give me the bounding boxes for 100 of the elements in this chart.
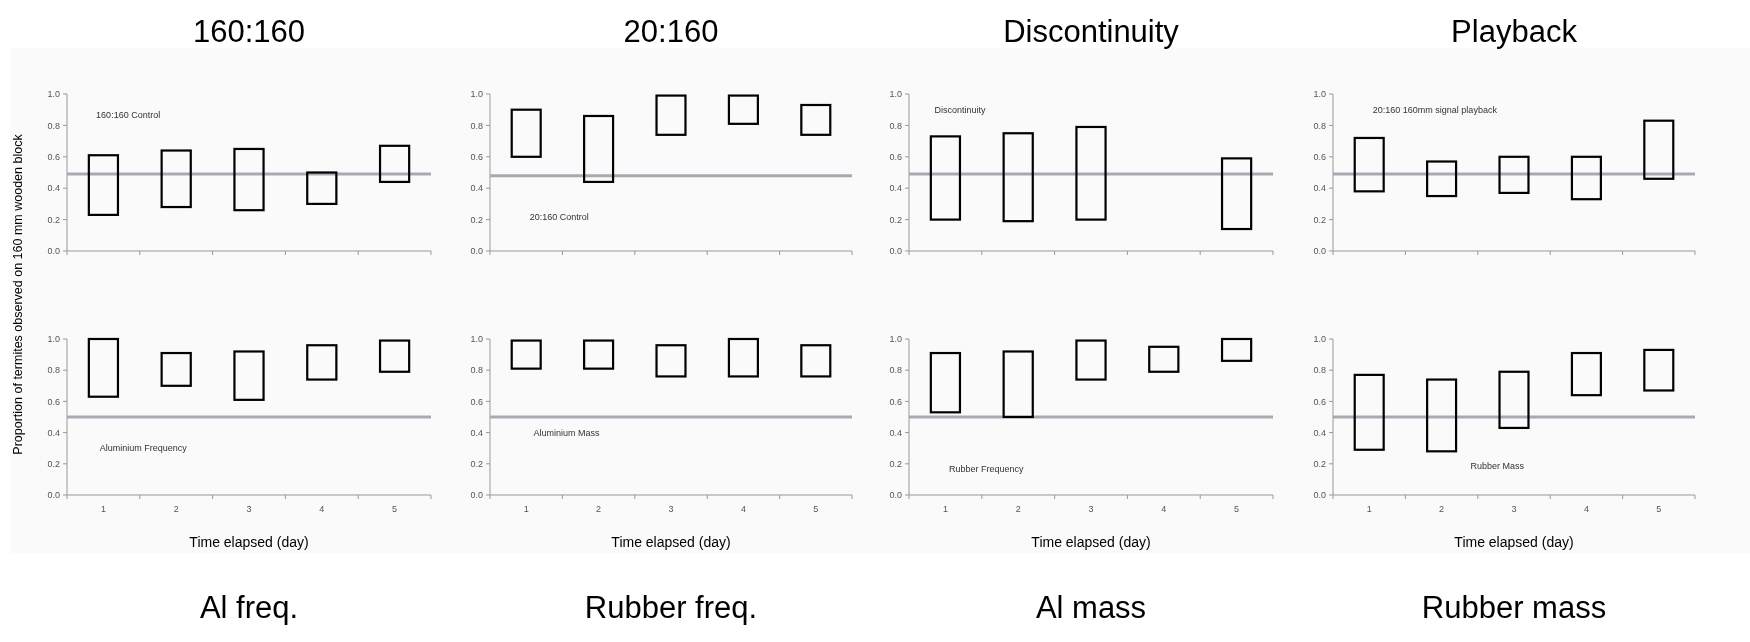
bar (87, 154, 120, 216)
bar (1353, 136, 1385, 193)
y-tick-label: 0.2 (47, 458, 60, 469)
y-tick-label: 0.2 (47, 214, 60, 225)
y-axis-title: Proportion of termites observed on 160 mm wooden block (11, 133, 25, 455)
bar (1220, 157, 1253, 231)
bar (1498, 155, 1530, 195)
x-tick-label: 1 (523, 504, 529, 514)
x-tick-label: 5 (813, 504, 819, 514)
bar (1148, 345, 1180, 373)
bar (233, 147, 265, 212)
y-tick-label: 1.0 (47, 89, 60, 100)
y-tick-label: 0.0 (1313, 246, 1326, 257)
y-tick-label: 0.4 (470, 427, 483, 438)
bar (727, 94, 759, 125)
y-tick-label: 0.4 (47, 427, 60, 438)
annotation: Discontinuity (934, 104, 986, 115)
bar (1570, 351, 1602, 397)
y-tick-label: 0.0 (47, 246, 60, 257)
bar (1570, 155, 1602, 201)
bar (1426, 160, 1458, 198)
annotation: Aluminium Frequency (99, 443, 188, 454)
x-tick-label: 4 (740, 504, 746, 514)
y-tick-label: 1.0 (47, 334, 60, 345)
y-tick-label: 0.0 (470, 490, 483, 501)
x-tick-label: 3 (246, 504, 252, 514)
x-tick-label: 5 (1234, 504, 1240, 514)
bar (87, 337, 120, 398)
y-tick-label: 0.0 (889, 490, 902, 501)
y-tick-label: 1.0 (470, 89, 483, 100)
y-tick-label: 0.2 (1313, 214, 1326, 225)
bar (510, 108, 542, 158)
y-tick-label: 0.4 (1313, 183, 1326, 194)
y-tick-label: 0.6 (1313, 396, 1326, 407)
y-tick-label: 1.0 (470, 334, 483, 345)
y-tick-label: 0.6 (470, 151, 483, 162)
y-tick-label: 0.6 (889, 396, 902, 407)
chart-title: Discontinuity (1003, 14, 1180, 49)
bar (378, 144, 411, 184)
y-tick-label: 0.0 (889, 246, 902, 257)
x-tick-label: 2 (173, 504, 179, 514)
y-tick-label: 0.6 (1313, 151, 1326, 162)
bar (929, 351, 962, 414)
y-tick-label: 0.2 (889, 214, 902, 225)
x-tick-label: 4 (1161, 504, 1167, 514)
annotation: Aluminium Mass (533, 427, 600, 438)
x-tick-label: 3 (668, 504, 674, 514)
bar (1643, 348, 1675, 392)
x-tick-label: 5 (1656, 504, 1662, 514)
y-tick-label: 0.4 (889, 427, 902, 438)
y-tick-label: 0.2 (889, 458, 902, 469)
y-tick-label: 0.2 (1313, 458, 1326, 469)
y-tick-label: 0.6 (47, 151, 60, 162)
bar (655, 94, 687, 136)
chart-title: 160:160 (192, 14, 306, 49)
x-axis-title: Time elapsed (day) (611, 534, 731, 550)
bar (233, 350, 265, 401)
bar (378, 339, 411, 373)
bar (1075, 339, 1107, 381)
bar (1498, 370, 1530, 430)
y-tick-label: 0.8 (889, 365, 902, 376)
annotation: 20:160 160mm signal playback (1372, 104, 1498, 115)
x-tick-label: 3 (1088, 504, 1094, 514)
y-tick-label: 0.2 (470, 458, 483, 469)
y-tick-label: 0.8 (1313, 120, 1326, 131)
x-tick-label: 1 (1366, 504, 1372, 514)
bar (1002, 132, 1034, 223)
bar (160, 351, 192, 387)
annotation: 160:160 Control (96, 109, 161, 120)
annotation: 20:160 Control (529, 211, 589, 222)
y-tick-label: 0.6 (47, 396, 60, 407)
y-tick-label: 0.6 (470, 396, 483, 407)
x-tick-label: 4 (1583, 504, 1589, 514)
bar (583, 114, 615, 184)
y-tick-label: 0.0 (1313, 490, 1326, 501)
x-tick-label: 4 (319, 504, 325, 514)
y-tick-label: 0.8 (1313, 365, 1326, 376)
text: Rubber freq. (584, 590, 758, 625)
y-tick-label: 0.4 (47, 183, 60, 194)
bar (1002, 350, 1034, 419)
annotation: Rubber Frequency (949, 463, 1025, 474)
y-tick-label: 0.4 (889, 183, 902, 194)
y-tick-label: 0.4 (470, 183, 483, 194)
y-tick-label: 1.0 (889, 89, 902, 100)
y-tick-label: 0.2 (470, 214, 483, 225)
y-tick-label: 0.8 (47, 365, 60, 376)
bar (306, 171, 338, 205)
bar (800, 103, 832, 136)
annotation: Rubber Mass (1470, 460, 1525, 471)
x-axis-title: Time elapsed (day) (1031, 534, 1151, 550)
y-tick-label: 1.0 (1313, 334, 1326, 345)
bar (1353, 373, 1385, 451)
text: Al freq. (199, 590, 299, 625)
y-tick-label: 0.6 (889, 151, 902, 162)
bar (1426, 378, 1458, 453)
chart-title: 20:160 (623, 14, 719, 49)
chart-title: Playback (1451, 14, 1578, 49)
bar (1643, 119, 1675, 180)
x-tick-label: 5 (392, 504, 398, 514)
x-axis-title: Time elapsed (day) (1454, 534, 1574, 550)
